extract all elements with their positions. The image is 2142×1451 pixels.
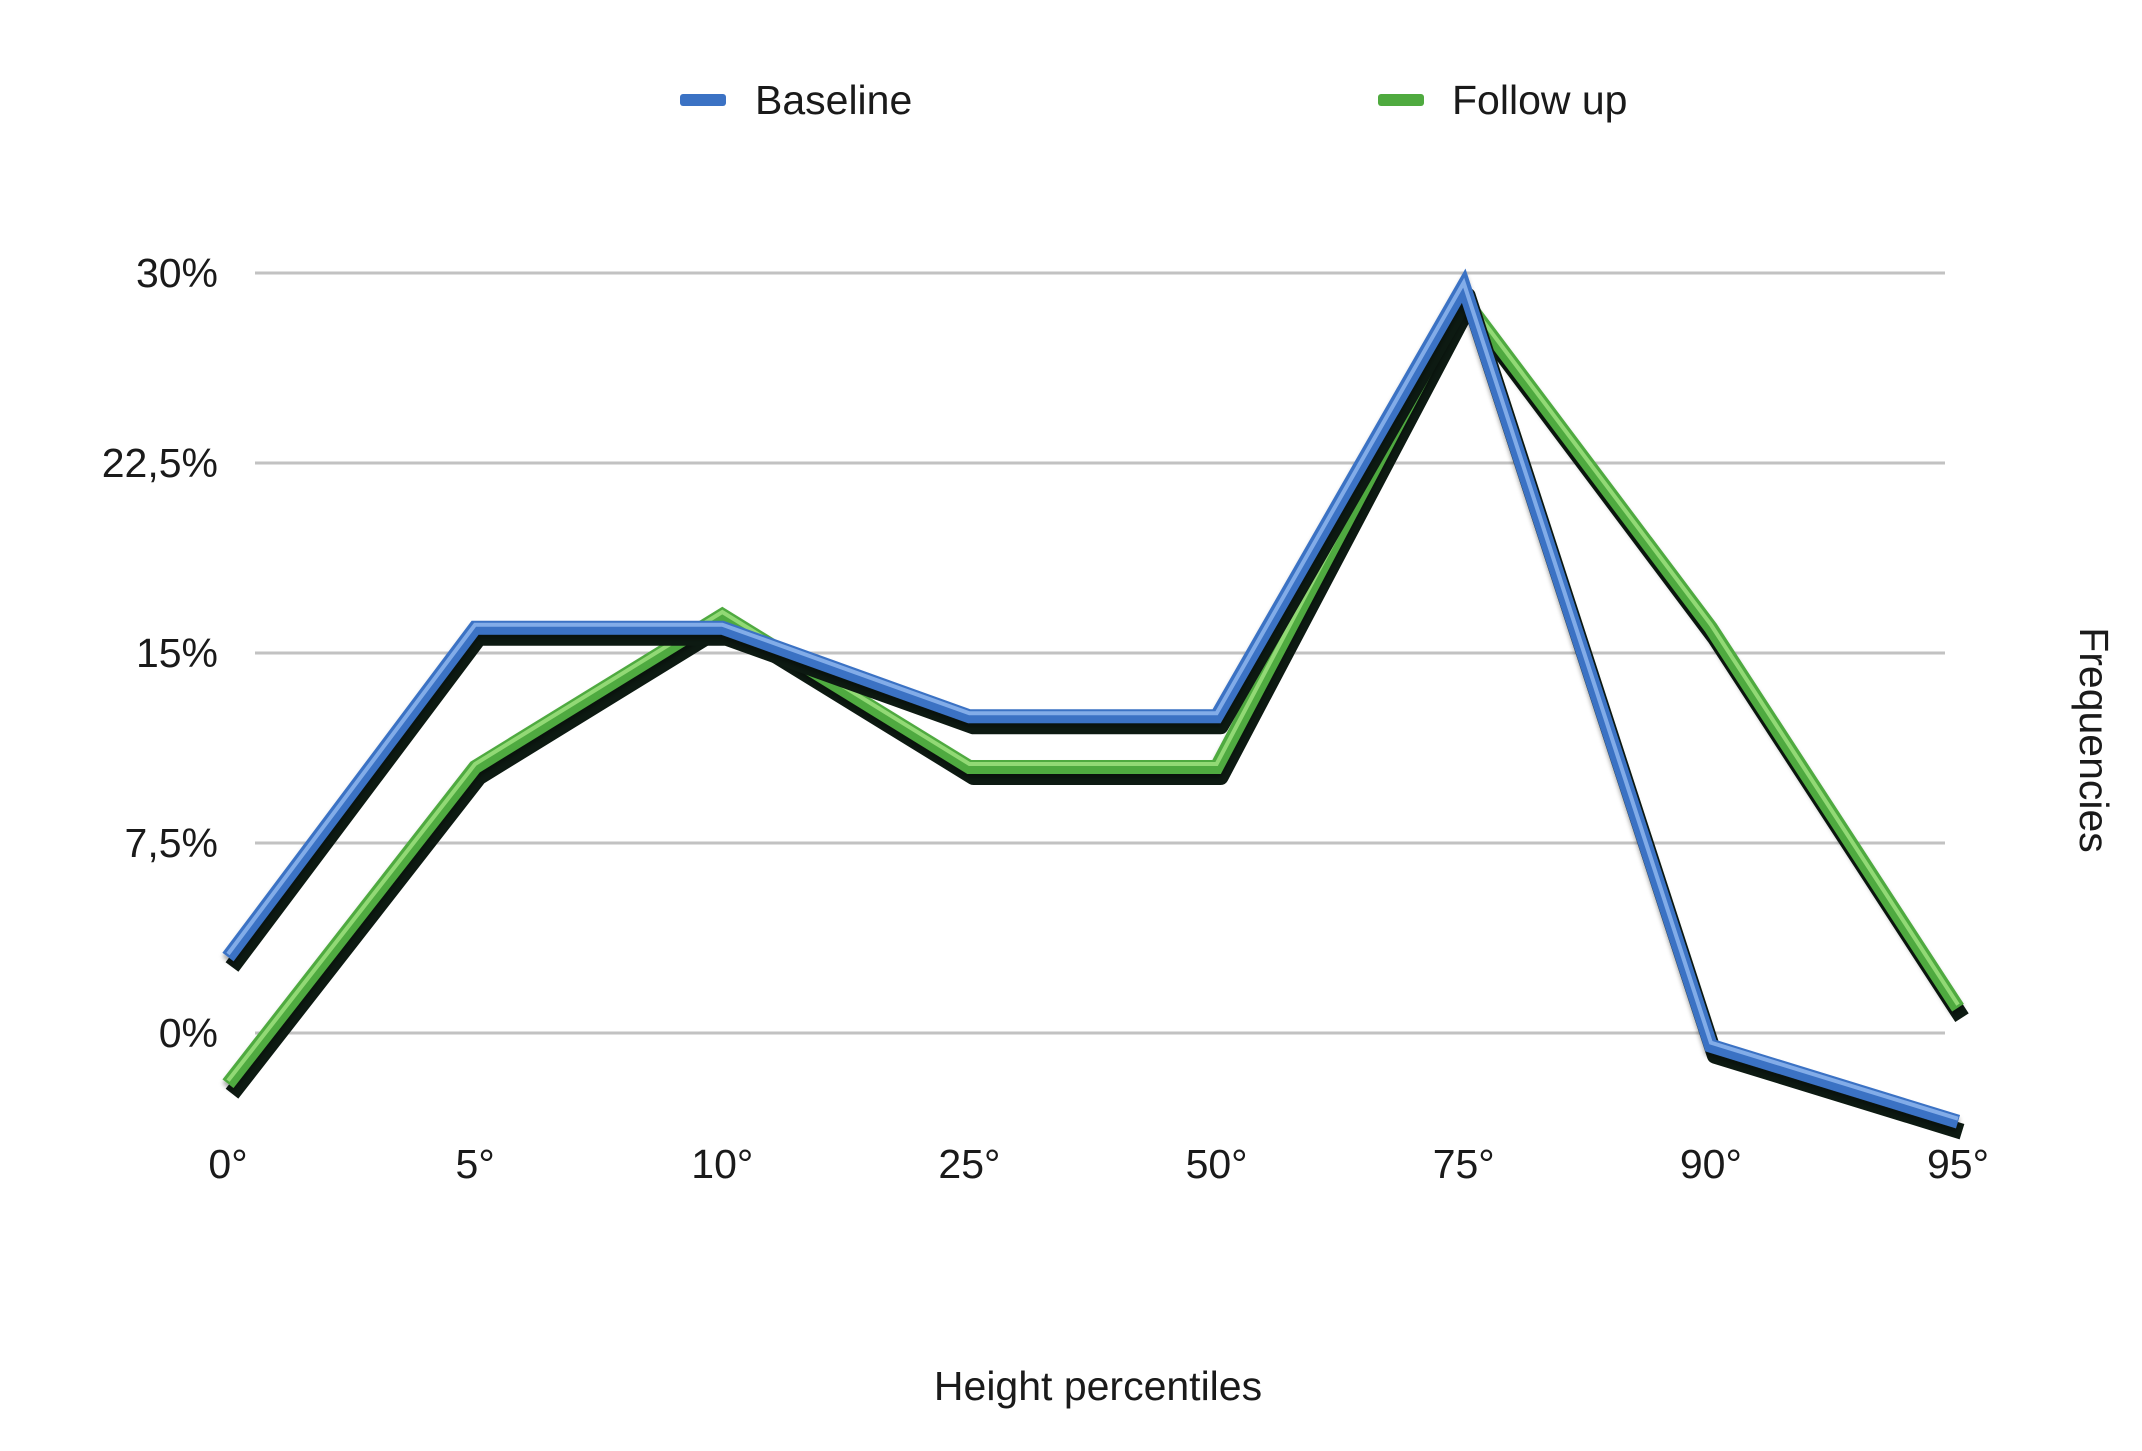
- x-axis-title: Height percentiles: [934, 1363, 1262, 1409]
- x-tick-label: 50°: [1186, 1141, 1248, 1187]
- legend-swatch-follow-up: [1378, 94, 1424, 106]
- y-axis-title: Frequencies: [2071, 627, 2117, 853]
- y-tick-label: 30%: [136, 250, 218, 296]
- x-tick-label: 25°: [938, 1141, 1000, 1187]
- y-tick-label: 15%: [136, 630, 218, 676]
- series-follow-up: [222, 285, 1969, 1099]
- y-tick-label: 22,5%: [102, 440, 218, 486]
- x-tick-label: 5°: [456, 1141, 495, 1187]
- y-axis-tick-labels: 0% 7,5% 15% 22,5% 30%: [102, 250, 218, 1056]
- legend-swatch-baseline: [680, 94, 726, 106]
- x-tick-label: 95°: [1927, 1141, 1989, 1187]
- series-line-follow-up: [222, 285, 1964, 1089]
- x-tick-label: 90°: [1680, 1141, 1742, 1187]
- series-line-highlight: [226, 291, 1960, 1082]
- series-line-highlight: [226, 277, 1959, 1121]
- x-tick-label: 0°: [208, 1141, 247, 1187]
- series-lines: [222, 268, 1969, 1140]
- legend-label-baseline: Baseline: [755, 77, 912, 123]
- legend-label-follow-up: Follow up: [1452, 77, 1627, 123]
- y-tick-label: 0%: [159, 1010, 218, 1056]
- series-line-baseline: [222, 268, 1961, 1129]
- series-baseline: [222, 268, 1965, 1140]
- y-tick-label: 7,5%: [125, 820, 218, 866]
- x-tick-label: 75°: [1433, 1141, 1495, 1187]
- x-tick-label: 10°: [691, 1141, 753, 1187]
- chart-legend: Baseline Follow up: [680, 77, 1627, 123]
- x-axis-tick-labels: 0° 5° 10° 25° 50° 75° 90° 95°: [208, 1141, 1989, 1187]
- gridlines: [255, 271, 1945, 1035]
- series-line-shadow: [225, 300, 1969, 1099]
